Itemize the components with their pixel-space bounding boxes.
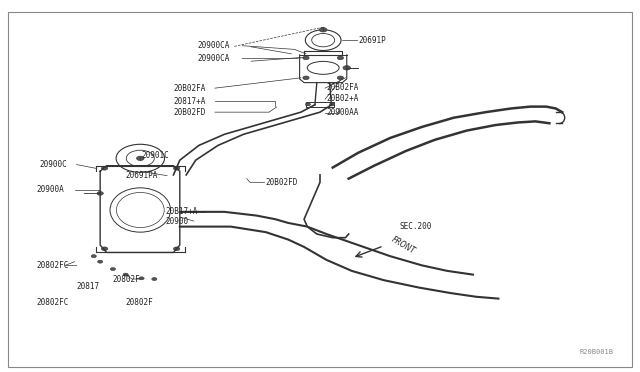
Text: 20900CA: 20900CA <box>198 54 230 63</box>
Text: 20900AA: 20900AA <box>326 108 359 118</box>
Circle shape <box>319 28 327 32</box>
Text: 20B02+A: 20B02+A <box>326 94 359 103</box>
Text: SEC.200: SEC.200 <box>399 222 432 231</box>
Text: 20802F: 20802F <box>125 298 154 307</box>
Circle shape <box>337 56 344 60</box>
Text: 20691PA: 20691PA <box>125 171 158 180</box>
Circle shape <box>173 166 180 170</box>
Text: 20900CA: 20900CA <box>198 41 230 50</box>
Circle shape <box>101 247 108 251</box>
Text: 20802FC: 20802FC <box>36 298 69 307</box>
Text: 20900: 20900 <box>166 217 189 225</box>
Text: 20B02FA: 20B02FA <box>173 84 206 93</box>
Text: 20B02FD: 20B02FD <box>266 178 298 187</box>
Text: R20B001B: R20B001B <box>579 349 613 355</box>
Circle shape <box>136 156 144 161</box>
Text: 20802FC: 20802FC <box>36 261 69 270</box>
Text: 20B17+A: 20B17+A <box>166 207 198 217</box>
Circle shape <box>92 255 97 258</box>
Text: 20B02FD: 20B02FD <box>173 108 206 117</box>
Circle shape <box>110 267 115 270</box>
Text: 20817+A: 20817+A <box>173 97 206 106</box>
Circle shape <box>330 103 335 106</box>
Circle shape <box>173 247 180 251</box>
Circle shape <box>123 273 128 276</box>
Circle shape <box>303 56 309 60</box>
Circle shape <box>98 260 102 263</box>
Text: 20817: 20817 <box>77 282 100 291</box>
Circle shape <box>343 65 351 70</box>
Circle shape <box>139 277 144 280</box>
Circle shape <box>303 76 309 80</box>
Text: 20901C: 20901C <box>141 151 170 160</box>
Circle shape <box>152 278 157 280</box>
Text: 20691P: 20691P <box>358 36 386 45</box>
Text: 20900C: 20900C <box>40 160 67 169</box>
FancyBboxPatch shape <box>306 102 334 107</box>
Circle shape <box>97 192 103 195</box>
Circle shape <box>337 76 344 80</box>
Circle shape <box>305 103 310 106</box>
Text: 20B02FA: 20B02FA <box>326 83 359 92</box>
Text: 20900A: 20900A <box>36 185 64 194</box>
Text: 20802F: 20802F <box>113 275 141 283</box>
Text: FRONT: FRONT <box>390 235 417 256</box>
Circle shape <box>101 166 108 170</box>
